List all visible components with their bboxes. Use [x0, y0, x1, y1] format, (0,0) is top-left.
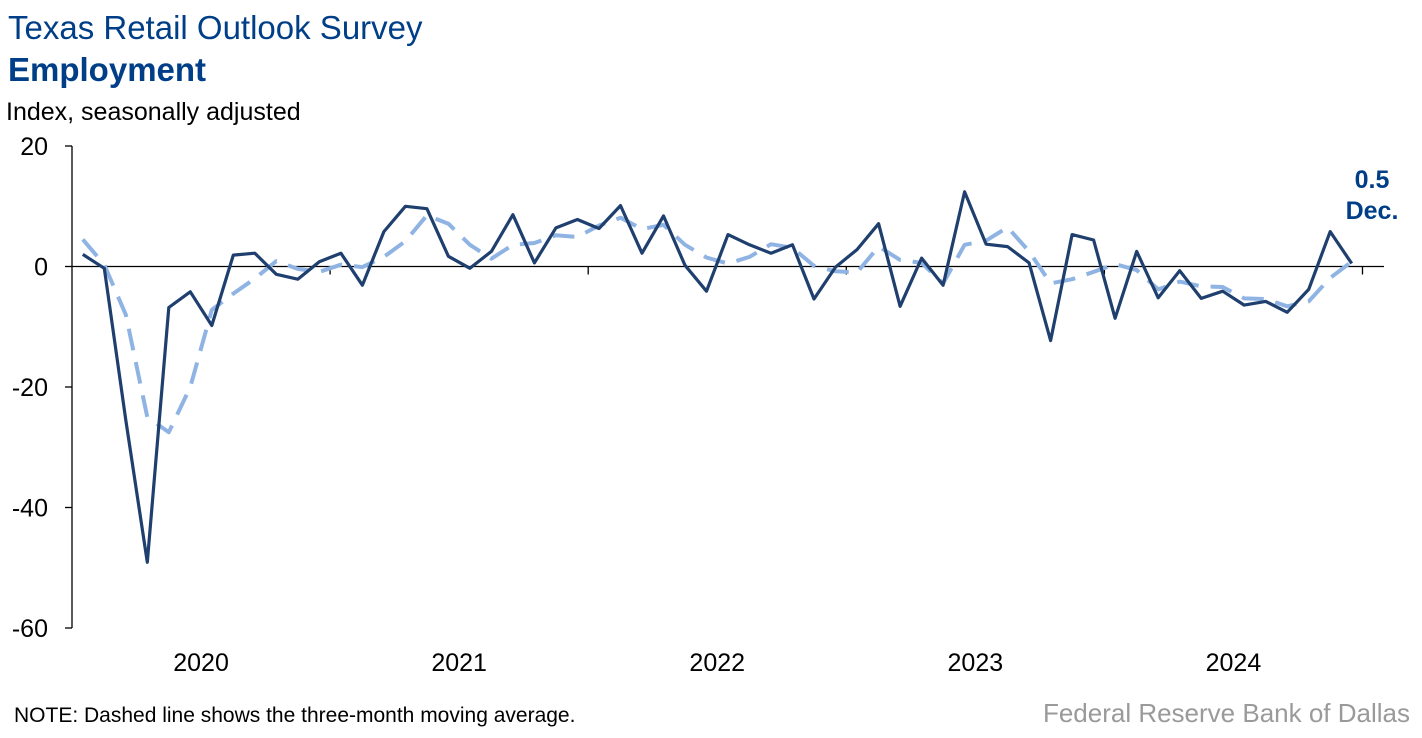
chart-subtitle: Employment — [8, 51, 207, 88]
x-tick-label-2020: 2020 — [173, 649, 229, 677]
y-tick-label: -40 — [12, 495, 48, 523]
x-tick-label-2021: 2021 — [431, 649, 487, 677]
x-tick-label-2023: 2023 — [948, 649, 1004, 677]
callout-value: 0.5 — [1355, 166, 1390, 194]
series-line-monthly — [81, 190, 1354, 564]
axes: 20 0 -20 -40 -60 2020 2021 2022 2023 2024 — [12, 133, 1384, 677]
y-tick-label: 20 — [20, 133, 48, 161]
source-credit: Federal Reserve Bank of Dallas — [1042, 698, 1410, 728]
x-tick-label-2022: 2022 — [689, 649, 745, 677]
y-tick-label: -60 — [12, 615, 48, 643]
footnote: NOTE: Dashed line shows the three-month … — [14, 704, 576, 727]
y-tick-label: -20 — [12, 374, 48, 402]
chart-title: Texas Retail Outlook Survey — [8, 9, 423, 46]
last-value-callout: 0.5 Dec. — [1346, 166, 1399, 225]
x-tick-label-2024: 2024 — [1206, 649, 1262, 677]
callout-month: Dec. — [1346, 197, 1399, 225]
series-line-moving-average — [81, 213, 1353, 435]
y-tick-label: 0 — [34, 254, 48, 282]
series-layer — [81, 190, 1354, 564]
y-axis-unit-label: Index, seasonally adjusted — [6, 98, 301, 126]
